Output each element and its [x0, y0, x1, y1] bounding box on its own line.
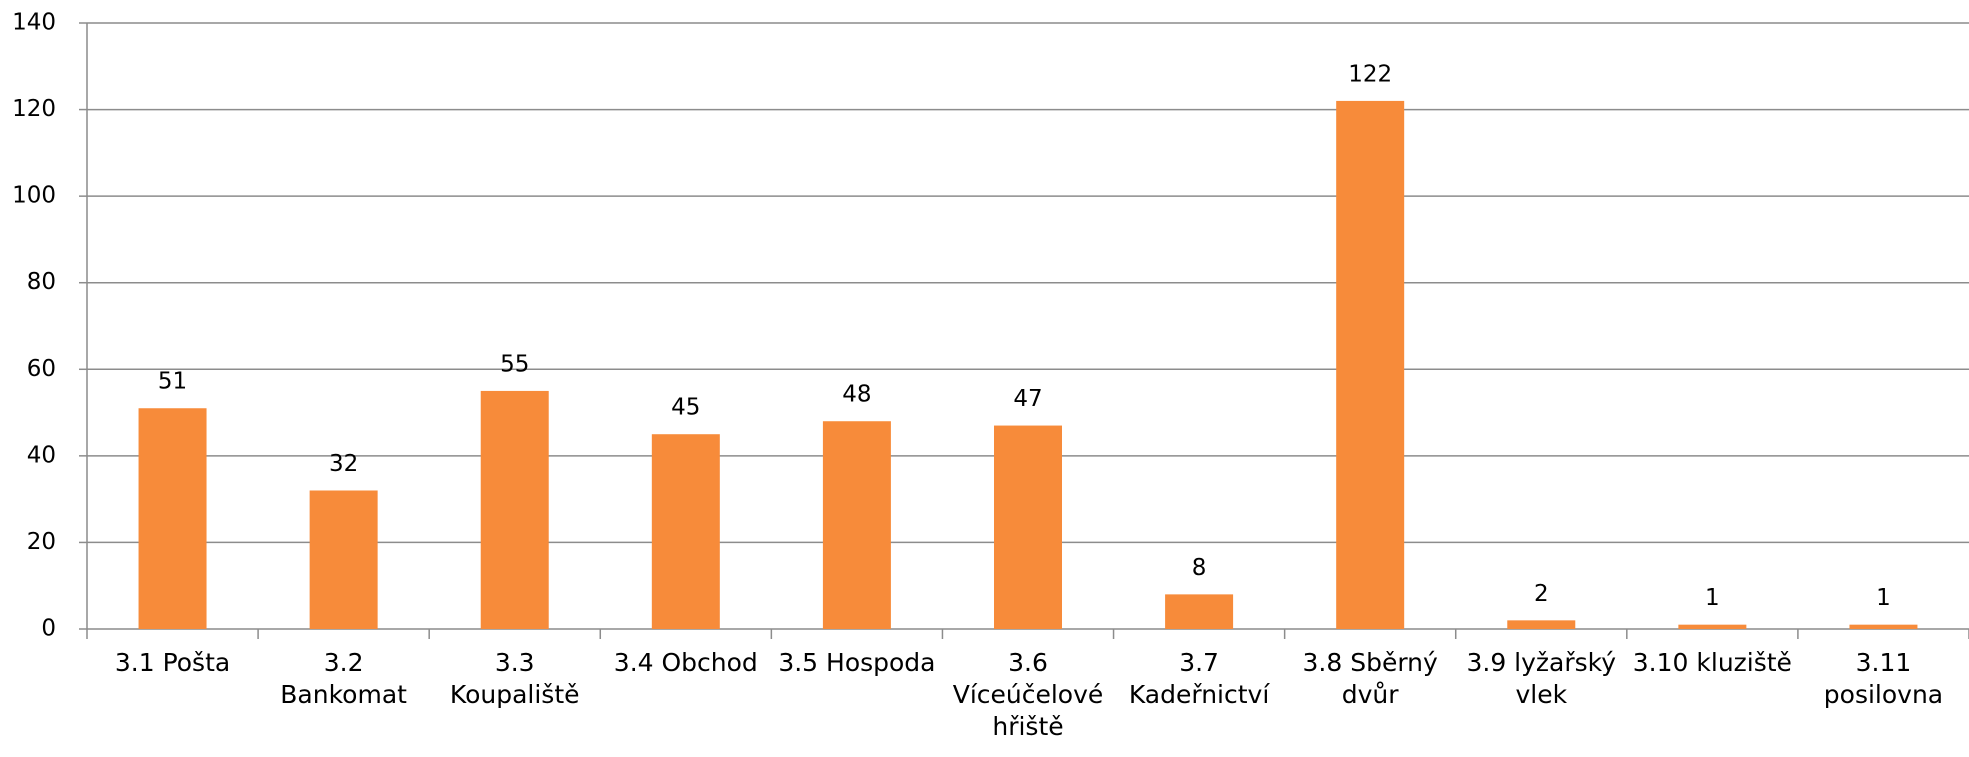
- bar: [1678, 624, 1747, 629]
- data-label: 122: [1348, 61, 1392, 87]
- x-tick-label: 3.5 Hospoda: [778, 648, 936, 677]
- bar: [1336, 100, 1405, 629]
- data-label: 48: [842, 382, 871, 408]
- y-tick-label: 140: [12, 10, 56, 36]
- y-tick-label: 120: [12, 96, 56, 122]
- data-label: 47: [1013, 386, 1042, 412]
- y-tick-label: 60: [27, 356, 56, 382]
- x-tick-label: 3.7 Kadeřnictví: [1128, 648, 1270, 709]
- x-tick-label: 3.9 lyžařský vlek: [1466, 648, 1617, 709]
- x-tick-label: 3.3 Koupaliště: [449, 648, 580, 709]
- data-label: 8: [1192, 555, 1207, 581]
- bar: [994, 425, 1062, 629]
- y-tick-label: 40: [27, 442, 56, 468]
- y-tick-label: 80: [27, 269, 56, 295]
- data-label: 45: [671, 395, 700, 421]
- x-tick-label: 3.1 Pošta: [114, 648, 231, 677]
- bar: [822, 421, 891, 629]
- x-tick-label: 3.8 Sběrný dvůr: [1302, 648, 1438, 709]
- bar: [309, 490, 378, 629]
- x-tick-label: 3.10 kluziště: [1632, 648, 1792, 677]
- y-tick-label: 100: [12, 183, 56, 209]
- x-tick-label: 3.4 Obchod: [613, 648, 758, 677]
- bar: [138, 408, 207, 629]
- bar: [480, 390, 549, 629]
- bar: [1165, 594, 1234, 629]
- bar: [1507, 620, 1576, 629]
- data-label: 1: [1705, 585, 1720, 611]
- bar: [651, 434, 720, 629]
- data-label: 2: [1534, 581, 1549, 607]
- x-tick-label: 3.11 posilovna: [1823, 648, 1944, 709]
- x-tick-label: 3.6 Víceúčelové hřiště: [952, 648, 1104, 741]
- data-label: 51: [158, 369, 187, 395]
- x-tick-label: 3.2 Bankomat: [280, 648, 407, 709]
- y-tick-label: 20: [27, 529, 56, 555]
- bar: [1849, 624, 1918, 629]
- data-label: 32: [329, 451, 358, 477]
- y-tick-label: 0: [41, 616, 56, 642]
- data-label: 1: [1876, 585, 1891, 611]
- data-label: 55: [500, 351, 529, 377]
